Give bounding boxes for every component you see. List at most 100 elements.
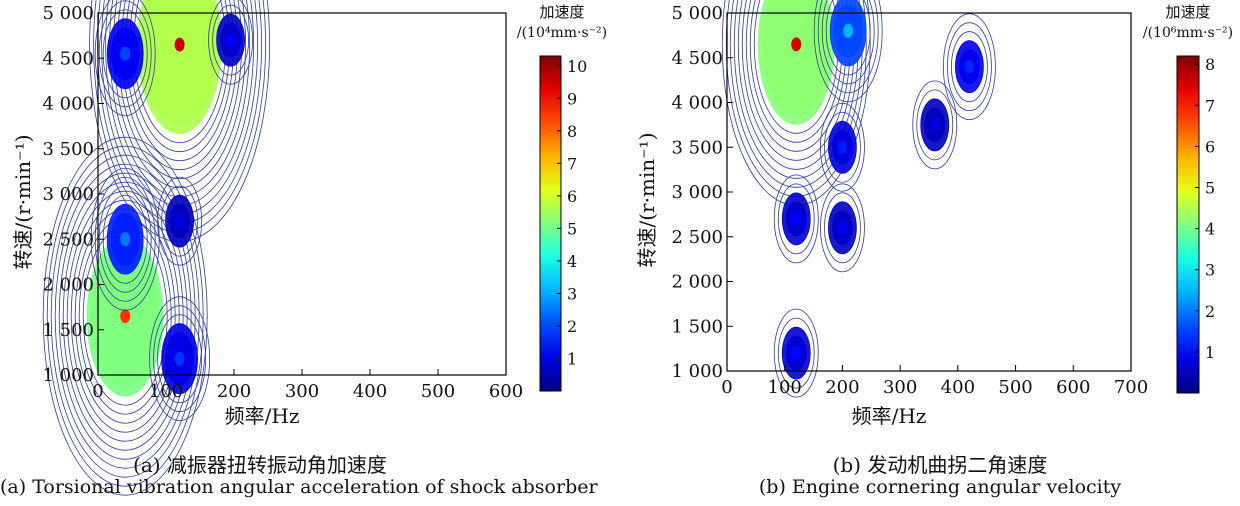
chart-b-ytick-label-4: 3 000: [671, 182, 723, 203]
chart-a-contour-3-1: [94, 0, 156, 117]
chart-a-xlabel: 频率/Hz: [225, 404, 300, 428]
chart-b-hotspot-6: [929, 117, 940, 132]
chart-b-contour-5-2: [777, 317, 815, 389]
chart-a-contour-0-2: [46, 145, 204, 487]
chart-a-colorbar: [539, 55, 562, 392]
chart-a-contour-5-2: [161, 185, 199, 257]
chart-b-hotspot-7: [964, 59, 975, 74]
chart-a-xtick-label-5: 500: [421, 381, 455, 402]
chart-b-contour-6-1: [912, 80, 958, 170]
chart-a-contour-3-3: [102, 9, 148, 99]
chart-a-contour-0-3: [50, 154, 200, 478]
chart-a-xtick-label-4: 400: [353, 381, 387, 402]
chart-a-hotspot-4: [174, 351, 185, 366]
chart-b-contour-1-1: [813, 0, 883, 103]
chart-b-contour-4-1: [820, 183, 865, 273]
panel-b-chart: 0 100 200 300 400 500 600 700 1 000 1 500 2 000 2 5…: [635, 0, 1233, 428]
chart-a-ytick-label-8: 5 000: [42, 3, 94, 24]
chart-b-contour-3-2: [824, 111, 861, 183]
chart-b-contour-2-2: [777, 183, 815, 255]
chart-b-ytick-label-3: 2 500: [671, 227, 723, 248]
chart-a-cb-title-1: 加速度: [539, 3, 584, 21]
chart-a-cb-tick-label-7: 8: [567, 122, 577, 141]
caption-a-en: (a) Torsional vibration angular accelera…: [0, 476, 598, 498]
chart-b-hotspot-0: [791, 37, 802, 52]
chart-b-ylabel: 转速/(r·min⁻¹): [635, 132, 659, 267]
chart-b-xtick-label-2: 200: [825, 377, 859, 398]
chart-b-hotspot-2: [791, 211, 802, 226]
caption-b-cn: (b) 发动机曲拐二角速度: [832, 453, 1048, 477]
chart-a-contour-0-1: [42, 136, 208, 496]
chart-a-contour-6-1: [208, 0, 253, 85]
chart-b-colorbar: [1176, 55, 1200, 394]
chart-a-ytick-label-6: 4 000: [42, 94, 94, 115]
chart-a-ylabel: 转速/(r·min⁻¹): [11, 134, 35, 269]
chart-a-xtick-label-1: 100: [149, 381, 183, 402]
chart-a-cb-tick-label-5: 6: [567, 187, 577, 206]
chart-a-ytick-label-3: 2 500: [42, 229, 94, 250]
chart-a-cb-tick-label-6: 7: [567, 154, 577, 173]
chart-b-contour-5-1: [773, 308, 819, 398]
chart-a-ytick-label-1: 1 500: [42, 320, 94, 341]
chart-a-ytick-label-7: 4 500: [42, 48, 94, 69]
chart-a-ytick-label-2: 2 000: [42, 275, 94, 296]
chart-b-cb-tick-label-4: 5: [1205, 179, 1215, 198]
chart-a-xtick-label-0: 0: [92, 381, 103, 402]
chart-a-ytick-label-5: 3 500: [42, 139, 94, 160]
chart-a-cb-tick-label-3: 4: [567, 252, 577, 271]
chart-a-contour-6-2: [212, 4, 250, 76]
chart-a-contour-0-6: [62, 181, 188, 451]
chart-b-xtick-label-1: 100: [768, 377, 802, 398]
chart-a-cb-tick-label-9: 10: [567, 57, 587, 76]
chart-b-xtick-label-0: 0: [721, 377, 732, 398]
chart-a-cb-tick-label-1: 2: [567, 317, 577, 336]
chart-b-cb-title-2: /(10⁶mm·s⁻²): [1143, 25, 1233, 41]
chart-b-xtick-label-5: 500: [998, 377, 1032, 398]
chart-b-contour-1-4: [825, 0, 871, 76]
chart-a-contour-0-8: [70, 199, 180, 433]
chart-b-contour-4-2: [824, 192, 861, 264]
chart-a-contour-0-7: [66, 190, 184, 442]
chart-b-ytick-label-1: 1 500: [671, 316, 723, 337]
chart-a-xtick-label-6: 600: [489, 381, 523, 402]
chart-b-hotspot-1: [843, 23, 854, 38]
chart-a-hotspot-0: [120, 309, 131, 324]
chart-b-contour-2-1: [773, 174, 819, 264]
chart-b-cb-tick-label-1: 2: [1205, 302, 1215, 321]
chart-b-xtick-label-7: 700: [1114, 377, 1148, 398]
chart-b-cb-tick-label-2: 3: [1205, 261, 1215, 280]
chart-a-contour-4-2: [153, 305, 207, 413]
chart-b-ytick-label-7: 4 500: [671, 48, 723, 69]
chart-a-contour-4-3: [157, 314, 203, 404]
chart-a-cb-tick-label-2: 3: [567, 284, 577, 303]
chart-b-cb-tick-label-0: 1: [1205, 343, 1215, 362]
chart-b-contour-7-1: [943, 13, 996, 121]
chart-a-contour-4-1: [149, 296, 211, 422]
caption-b-en: (b) Engine cornering angular velocity: [758, 476, 1122, 498]
chart-b-ytick-label-8: 5 000: [671, 3, 723, 24]
chart-b-cb-title-1: 加速度: [1165, 3, 1210, 21]
chart-a-cb-tick-label-0: 1: [567, 349, 577, 368]
chart-b-hotspot-3: [837, 140, 848, 155]
chart-b-ytick-label-2: 2 000: [671, 272, 723, 293]
chart-a-ytick-label-4: 3 000: [42, 184, 94, 205]
chart-a-xtick-label-2: 200: [217, 381, 251, 402]
chart-b-contour-3-1: [820, 102, 865, 192]
chart-b-xtick-label-4: 400: [941, 377, 975, 398]
chart-a-hotspot-5: [174, 214, 185, 229]
chart-a-contour-5-1: [157, 176, 203, 266]
chart-a-cb-tick-label-8: 9: [567, 89, 577, 108]
chart-b-cb-tick-label-7: 8: [1205, 55, 1215, 74]
chart-a-hotspot-6: [225, 33, 236, 48]
chart-a-cb-title-2: /(10⁴mm·s⁻²): [517, 25, 607, 41]
chart-b-cb-tick-label-3: 4: [1205, 220, 1215, 239]
chart-b-hotspot-5: [791, 346, 802, 361]
chart-a-contour-0-5: [58, 172, 192, 460]
chart-a-contour-3-2: [98, 0, 152, 108]
chart-b-ytick-label-0: 1 000: [671, 361, 723, 382]
chart-a-hotspot-1: [120, 232, 131, 247]
panel-a-chart: 0 100 200 300 400 500 600 1 000 1 500 2 000 2 500 3…: [11, 0, 607, 496]
chart-a-hotspot-3: [120, 46, 131, 61]
chart-b-ytick-label-5: 3 500: [671, 137, 723, 158]
